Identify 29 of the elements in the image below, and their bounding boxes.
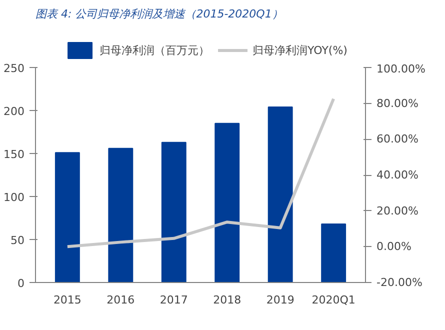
x-tick-label: 2020Q1 [312,294,356,306]
legend-label: 归母净利润YOY(%) [252,42,348,58]
x-tick-label: 2018 [213,294,242,306]
legend-label: 归母净利润（百万元） [100,42,210,58]
y2-tick-label: 0.00% [376,240,412,254]
bar [108,148,134,282]
y-tick-label: 250 [4,62,25,75]
y-tick-label: 100 [4,191,25,204]
y2-tick-label: 20.00% [376,204,418,218]
x-tick-label: 2015 [53,294,82,306]
y2-tick-label: 80.00% [376,96,418,110]
bar [268,106,293,282]
x-tick-label: 2019 [266,294,294,306]
y-tick-label: 50 [10,234,25,247]
line-series [66,97,336,248]
y-tick-label: 200 [4,105,25,118]
bar [54,152,80,282]
bar [321,224,346,282]
y2-tick-label: 40.00% [376,168,418,182]
bar [161,142,186,282]
bar [214,122,240,282]
y2-tick-label: -20.00% [376,276,422,289]
y2-tick-label: 100.00% [376,62,426,76]
y-tick-label: 0 [18,277,24,290]
y-tick-label: 150 [4,148,25,161]
y2-tick-label: 60.00% [376,132,418,146]
chart-title: 图表 4: 公司归母净利润及增速（2015-2020Q1） [36,8,283,20]
x-tick-label: 2016 [106,294,135,306]
x-tick-label: 2017 [160,294,188,306]
